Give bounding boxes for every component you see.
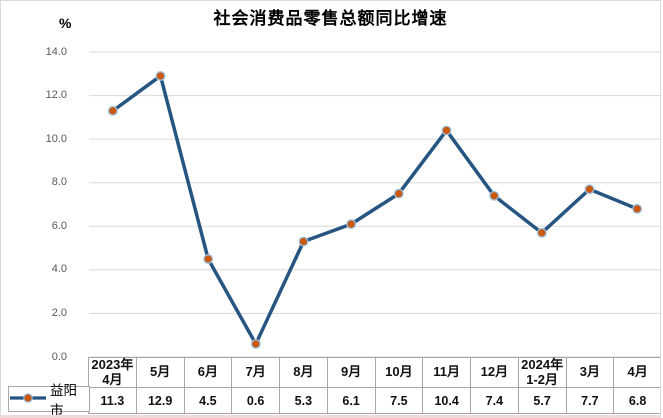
legend: 益阳市 <box>8 383 90 415</box>
table-column-header: 12月 <box>470 357 519 388</box>
table-value-cell: 7.5 <box>374 387 424 414</box>
table-value-cell: 6.8 <box>613 387 660 414</box>
y-axis-tick: 4.0 <box>51 263 67 276</box>
y-axis-tick: 0.0 <box>51 350 67 363</box>
table-value-cell: 5.7 <box>517 387 567 414</box>
table-value-cell: 0.6 <box>231 387 280 414</box>
y-axis-tick: 8.0 <box>51 176 67 189</box>
chart-title: 社会消费品零售总额同比增速 <box>213 9 448 28</box>
table-value-row: 11.3 12.9 4.5 0.6 5.3 6.1 7.5 10.4 7.4 5… <box>88 387 660 414</box>
table-column-header: 5月 <box>135 357 185 388</box>
table-column-header: 4月 <box>613 357 660 388</box>
y-axis-tick: 10.0 <box>45 132 67 145</box>
y-axis-tick: 2.0 <box>51 306 67 319</box>
table-value-cell: 10.4 <box>422 387 471 414</box>
table-column-header: 10月 <box>374 357 424 388</box>
table-column-header: 6月 <box>183 357 233 388</box>
table-value-cell: 11.3 <box>88 387 137 414</box>
table-column-header: 7月 <box>231 357 280 388</box>
table-value-cell: 7.7 <box>565 387 615 414</box>
data-table: 2023年 4月 5月 6月 7月 8月 9月 10月 11月 12月 2024… <box>88 357 660 414</box>
y-axis-tick: 14.0 <box>45 45 67 58</box>
table-column-header: 2024年 1-2月 <box>517 357 567 388</box>
table-column-header: 2023年 4月 <box>88 357 137 388</box>
table-value-cell: 12.9 <box>135 387 185 414</box>
table-column-header: 9月 <box>326 357 376 388</box>
table-value-cell: 6.1 <box>326 387 376 414</box>
y-axis-tick: 6.0 <box>51 219 67 232</box>
legend-series-label: 益阳市 <box>50 383 77 418</box>
table-column-header: 8月 <box>279 357 328 388</box>
table-column-header: 3月 <box>565 357 615 388</box>
table-column-header: 11月 <box>422 357 471 388</box>
y-axis-unit-label: % <box>59 15 72 31</box>
table-header-row: 2023年 4月 5月 6月 7月 8月 9月 10月 11月 12月 2024… <box>88 357 660 388</box>
table-value-cell: 7.4 <box>470 387 519 414</box>
table-value-cell: 5.3 <box>279 387 328 414</box>
table-value-cell: 4.5 <box>183 387 233 414</box>
legend-line-marker-icon <box>9 392 47 407</box>
y-axis-tick: 12.0 <box>45 89 67 102</box>
